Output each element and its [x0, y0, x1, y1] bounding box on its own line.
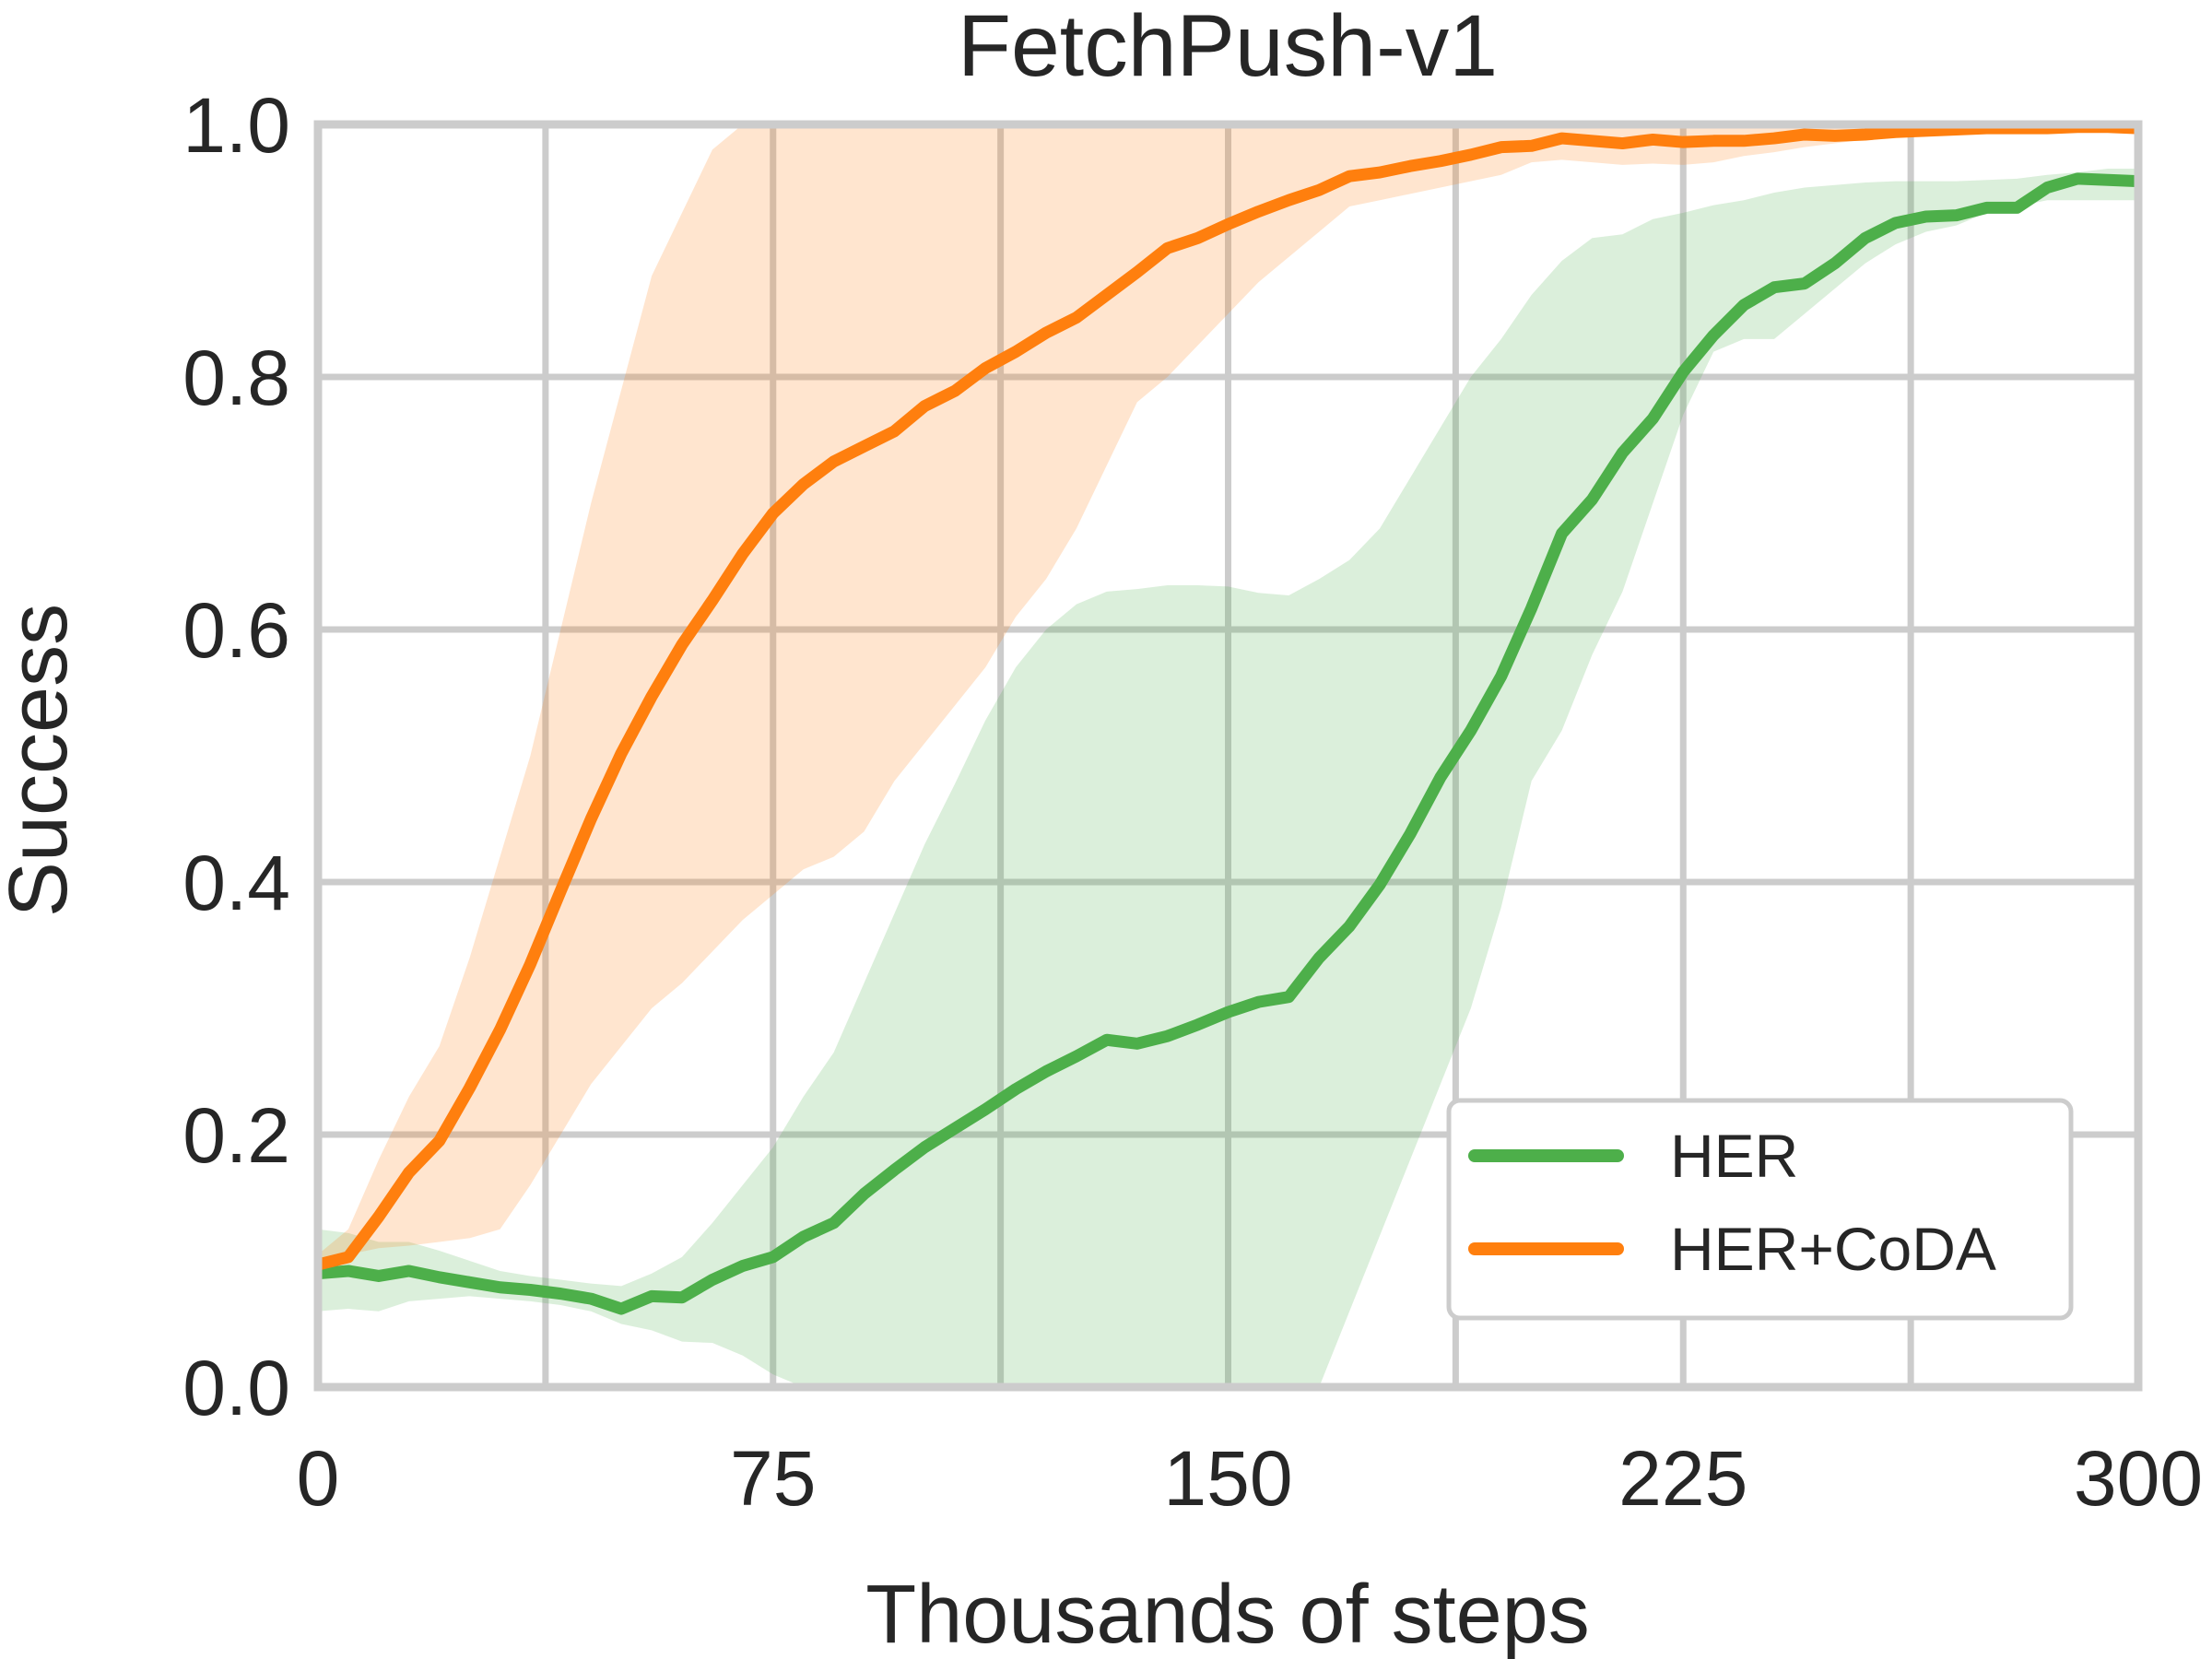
x-tick-label: 225	[1618, 1435, 1747, 1522]
x-tick-label: 300	[2074, 1435, 2203, 1522]
series-line-her-coda	[316, 121, 2139, 1271]
x-tick-labels: 0 75 150 225 300	[297, 1435, 2203, 1522]
y-tick-label: 0.4	[182, 840, 290, 926]
plot-frame	[313, 120, 2143, 1392]
x-tick-label: 0	[297, 1435, 340, 1522]
y-tick-label: 0.8	[182, 335, 290, 421]
legend-label-her: HER	[1670, 1122, 1798, 1190]
legend: HER HER+CoDA	[1446, 1098, 2074, 1321]
y-tick-label: 0.0	[182, 1345, 290, 1431]
x-tick-label: 75	[730, 1435, 816, 1522]
y-axis-label: Success	[0, 604, 85, 917]
x-axis-label: Thousands of steps	[865, 1569, 1589, 1659]
y-tick-label: 1.0	[182, 82, 290, 169]
series-lines	[316, 121, 2139, 1315]
chart-title: FetchPush-v1	[958, 0, 1498, 95]
confidence-band-her	[318, 168, 2138, 1388]
series-line-her	[317, 172, 2139, 1315]
y-tick-label: 0.6	[182, 587, 290, 674]
confidence-band-her-coda	[318, 124, 2138, 1261]
confidence-bands	[318, 124, 2138, 1388]
x-tick-label: 150	[1163, 1435, 1292, 1522]
legend-label-her-coda: HER+CoDA	[1670, 1215, 1996, 1283]
y-tick-label: 0.2	[182, 1092, 290, 1179]
y-tick-labels: 0.0 0.2 0.4 0.6 0.8 1.0	[182, 82, 290, 1431]
